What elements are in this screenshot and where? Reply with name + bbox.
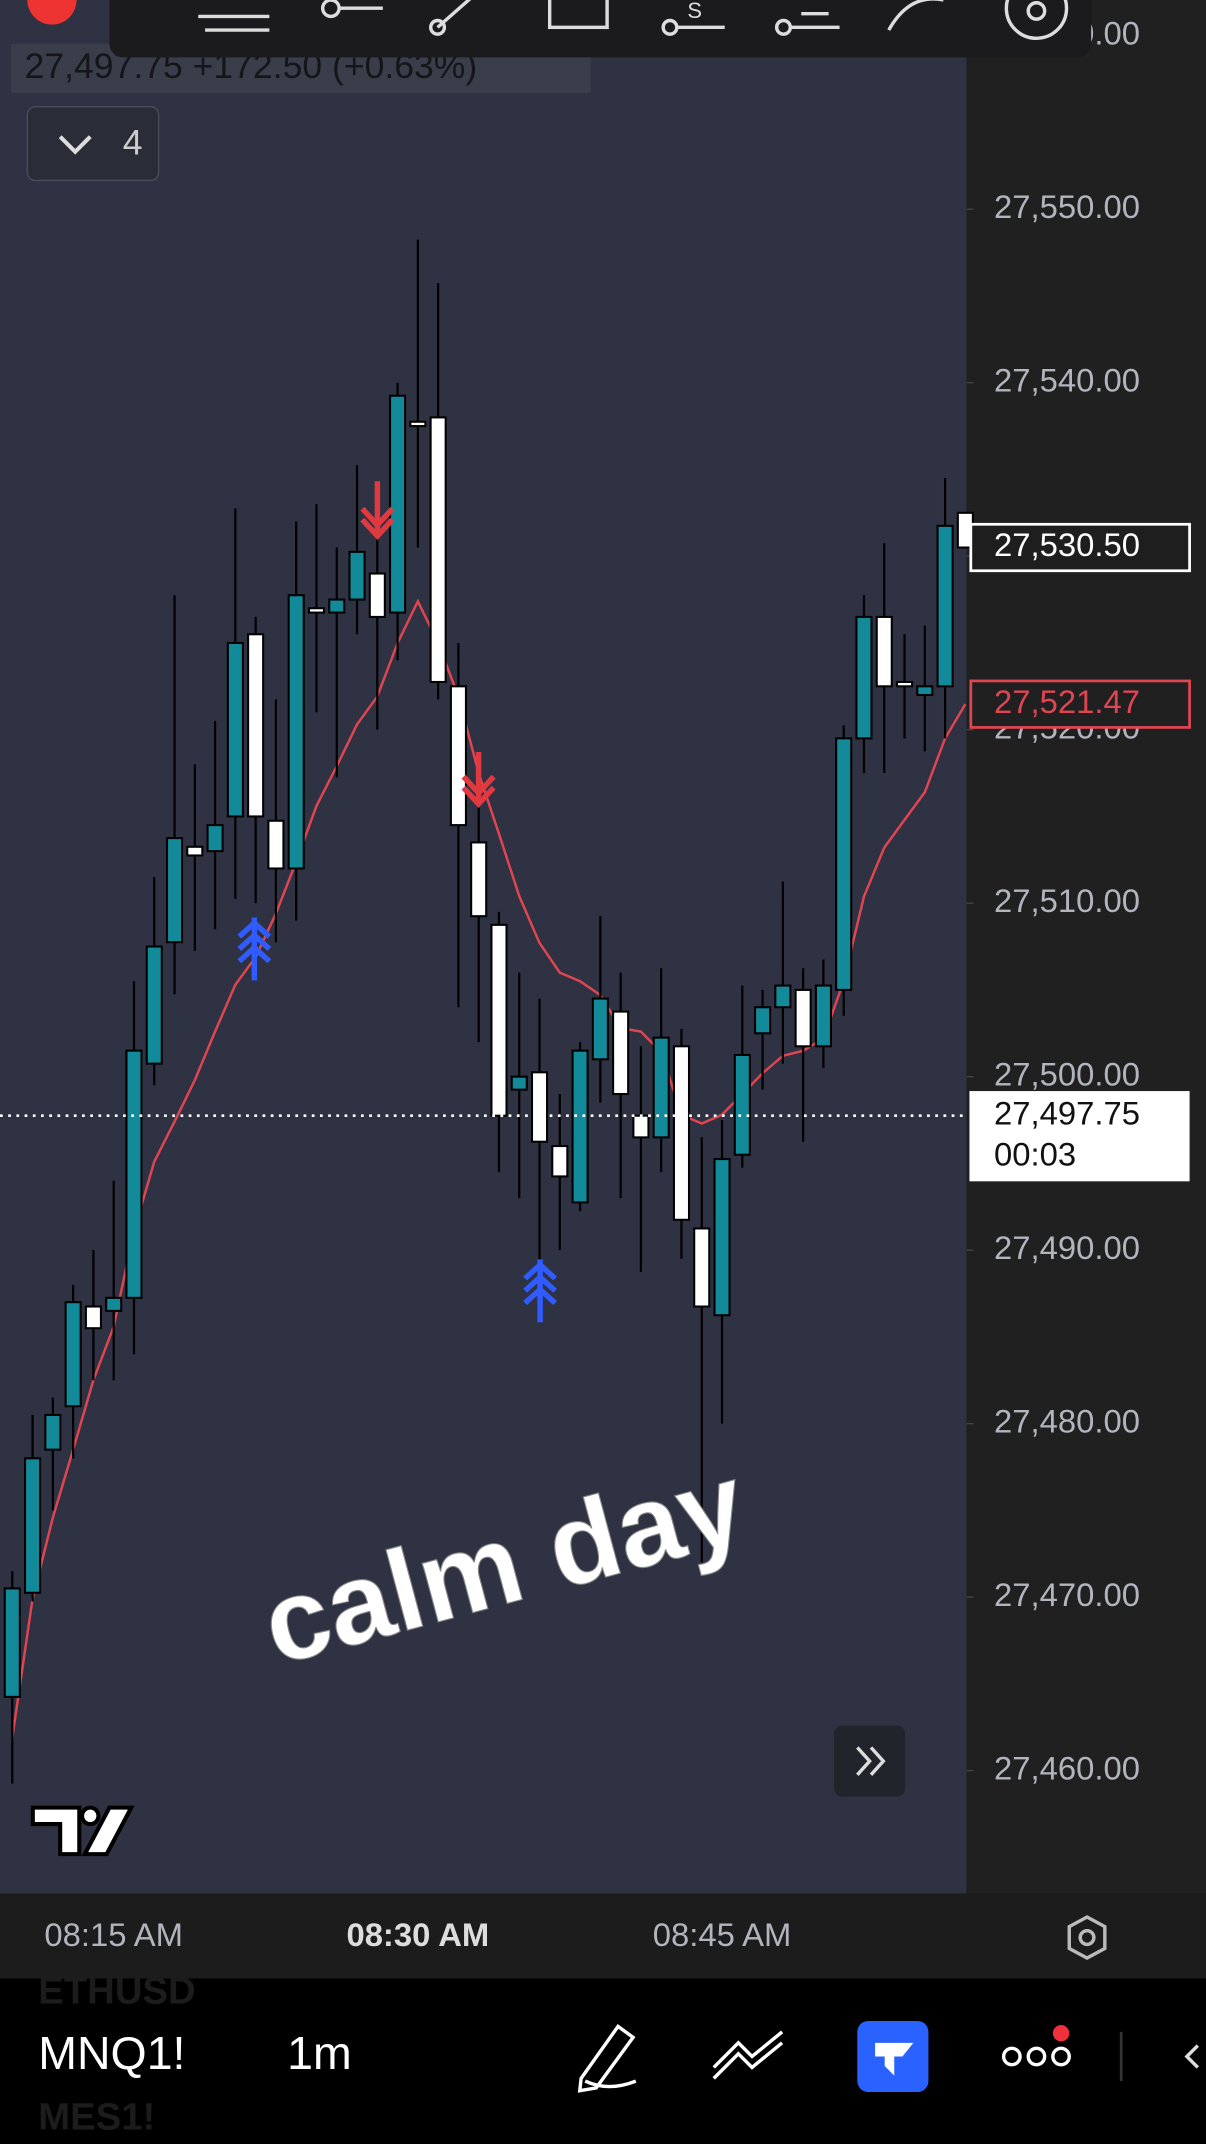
signal-arrow	[360, 481, 395, 541]
candle-body	[774, 984, 792, 1009]
drawing-tools[interactable]: S	[198, 0, 1069, 40]
candle-body	[672, 1045, 691, 1221]
candle-body	[713, 1158, 731, 1317]
flag	[27, 0, 77, 25]
ui: 27,497.75 +172.50 (+0.63%) 4 S ETHUSD ME…	[10, 0, 1200, 2138]
x-tick-label: 08:30 AM	[346, 1916, 489, 1953]
indicator-toggle[interactable]	[26, 105, 160, 182]
candle-body	[693, 1227, 711, 1308]
signal-arrow	[461, 752, 496, 809]
candle-body	[551, 1145, 569, 1178]
symbol-below: MES1!	[38, 2095, 155, 2138]
candle-body	[835, 737, 853, 991]
candle-body	[247, 633, 265, 818]
y-tick-label: 27,540.00	[994, 361, 1140, 398]
more-icon[interactable]	[1001, 2046, 1071, 2067]
y-tick-label: 27,510.00	[994, 882, 1140, 919]
candle-body	[571, 1049, 589, 1204]
price-axis-background	[966, 0, 1206, 1894]
candle-body	[490, 923, 508, 1117]
candle-body	[814, 984, 832, 1048]
candle-body	[84, 1305, 102, 1330]
interval[interactable]: 1m	[287, 2027, 352, 2079]
x-tick-label: 08:45 AM	[653, 1916, 792, 1953]
candle-body	[429, 416, 447, 683]
ema-price-box	[969, 679, 1191, 729]
current-price-box	[969, 1091, 1190, 1182]
y-tick-label: 27,470.00	[994, 1576, 1140, 1613]
last-price-box	[969, 522, 1191, 573]
candle-body	[206, 824, 224, 853]
settings-icon[interactable]	[1067, 1915, 1107, 1960]
last-price-label: 27,530.50	[994, 526, 1140, 563]
time-axis-background	[0, 1893, 1206, 1979]
symbol-above: ETHUSD	[38, 1970, 195, 2013]
candle-body	[328, 598, 346, 614]
countdown: 00:03	[994, 1135, 1076, 1172]
candle-body	[287, 594, 305, 870]
candle-body	[389, 394, 407, 614]
candle-body	[44, 1413, 62, 1451]
y-tick-label: 27,460.00	[994, 1749, 1140, 1786]
candle-body	[409, 420, 427, 428]
candle-body	[368, 572, 386, 618]
y-tick-label: 27,490.00	[994, 1229, 1140, 1266]
candle-body	[348, 550, 366, 601]
candle-body	[632, 1114, 650, 1139]
candle-body	[165, 837, 184, 944]
y-tick-label: 27,500.00	[994, 1055, 1140, 1092]
svg-text:S: S	[687, 0, 702, 23]
scroll-icon	[856, 1746, 886, 1776]
candle-body	[875, 615, 893, 688]
candle-body	[530, 1071, 549, 1143]
candle-body	[105, 1296, 123, 1312]
candle-body	[936, 524, 954, 688]
candle-body	[895, 680, 914, 688]
y-tick-label: 27,480.00	[994, 1402, 1140, 1439]
candle-body	[754, 1006, 772, 1035]
notification-dot	[1052, 2025, 1070, 2042]
candle-body	[652, 1036, 670, 1139]
candle-body	[733, 1053, 751, 1156]
candle-body	[186, 845, 204, 857]
candle-body	[510, 1075, 528, 1091]
settings-dot	[1078, 1928, 1096, 1947]
candle-body	[226, 641, 244, 818]
candle-body	[3, 1587, 21, 1698]
logo	[30, 1805, 135, 1857]
signal-arrow	[523, 1259, 557, 1323]
candle-body	[612, 1010, 630, 1096]
indicator-count: 4	[123, 122, 143, 162]
candle-body	[591, 997, 609, 1061]
candle-body	[916, 685, 934, 697]
draw-icon[interactable]	[577, 2024, 637, 2093]
collapse-icon[interactable]	[1184, 2044, 1200, 2069]
current-price-label: 27,497.75	[994, 1094, 1140, 1131]
candle-body	[855, 615, 873, 740]
candle-body	[125, 1049, 143, 1299]
candle-body	[24, 1457, 42, 1594]
candle-body	[307, 607, 326, 614]
candle-body	[449, 685, 467, 827]
candle-body	[470, 841, 488, 918]
candle-body	[64, 1301, 82, 1408]
ema-price-label: 27,521.47	[994, 683, 1140, 720]
y-tick-label: 27,550.00	[994, 188, 1140, 225]
ema-line	[11, 598, 967, 1738]
indicator-icon[interactable]	[712, 2030, 784, 2080]
signal-arrow	[237, 917, 272, 981]
symbol[interactable]: MNQ1!	[38, 2027, 185, 2079]
candle-body	[145, 945, 163, 1065]
candle-body	[794, 988, 812, 1048]
candle-body	[267, 819, 285, 870]
trade-icon	[875, 2042, 914, 2076]
x-tick-label: 08:15 AM	[44, 1916, 183, 1953]
chevron	[58, 135, 92, 155]
